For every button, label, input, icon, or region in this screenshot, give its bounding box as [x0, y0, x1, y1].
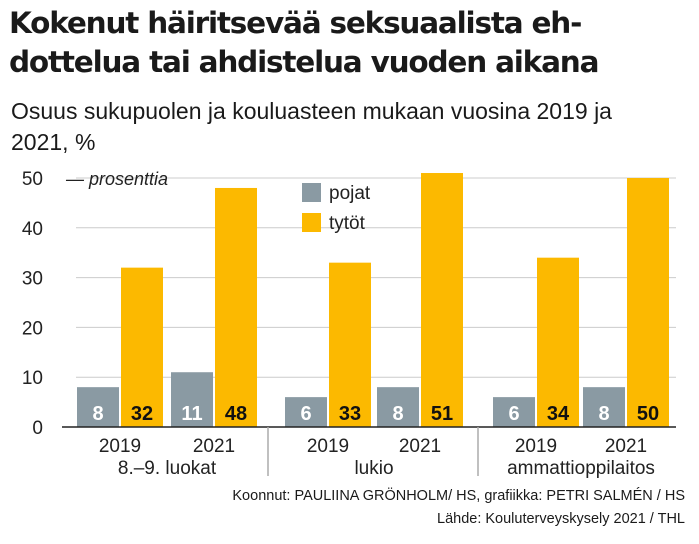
y-tick-label: 10 — [22, 368, 43, 389]
legend-swatch-pojat — [302, 183, 321, 202]
bar-tytot — [215, 187, 257, 427]
credit-compiled-by: Koonnut: PAULIINA GRÖNHOLM/ HS, grafiikk… — [232, 488, 685, 504]
y-tick-label: 40 — [22, 219, 43, 240]
bar-tytot — [421, 173, 463, 427]
bar-pojat — [171, 372, 213, 427]
y-tick-label: 50 — [22, 169, 43, 190]
data-label-tytot: 33 — [339, 403, 361, 425]
data-label-pojat: 8 — [92, 403, 103, 425]
x-tick-label: 2021 — [605, 436, 647, 457]
bar-pojat — [583, 387, 625, 427]
x-group-label: 8.–9. luokat — [118, 458, 217, 479]
bar-pojat — [377, 387, 419, 427]
bar-pojat — [493, 397, 535, 427]
x-group-label: lukio — [354, 458, 393, 479]
y-tick-label: 0 — [32, 418, 43, 439]
bar-tytot — [329, 262, 371, 427]
bar-tytot — [627, 178, 669, 427]
x-tick-label: 2021 — [193, 436, 235, 457]
legend-swatch-tytot — [302, 213, 321, 232]
chart-title: Kokenut häiritsevää seksuaalista eh-dott… — [9, 6, 600, 79]
legend-label-pojat: pojat — [329, 183, 371, 204]
x-group-label: ammattioppilaitos — [507, 458, 655, 479]
y-axis-unit-label: — prosenttia — [65, 169, 168, 189]
bar-pojat — [77, 387, 119, 427]
data-label-pojat: 8 — [598, 403, 609, 425]
y-tick-label: 20 — [22, 318, 43, 339]
x-tick-label: 2019 — [515, 436, 557, 457]
data-label-pojat: 8 — [392, 403, 403, 425]
data-label-tytot: 34 — [547, 403, 570, 425]
y-tick-label: 30 — [22, 269, 43, 290]
x-tick-label: 2021 — [399, 436, 441, 457]
x-tick-label: 2019 — [307, 436, 349, 457]
data-label-tytot: 51 — [431, 403, 453, 425]
x-tick-label: 2019 — [99, 436, 141, 457]
bar-pojat — [285, 397, 327, 427]
bar-tytot — [537, 257, 579, 427]
data-label-tytot: 50 — [637, 403, 659, 425]
data-label-tytot: 32 — [131, 403, 153, 425]
data-label-pojat: 6 — [300, 403, 311, 425]
credit-source: Lähde: Kouluterveyskysely 2021 / THL — [437, 511, 685, 527]
data-label-pojat: 6 — [508, 403, 519, 425]
data-label-pojat: 11 — [181, 403, 202, 425]
data-label-tytot: 48 — [225, 403, 247, 425]
legend-label-tytot: tytöt — [329, 213, 366, 234]
chart-subtitle: Osuus sukupuolen ja kouluasteen mukaan v… — [11, 98, 612, 155]
bar-tytot — [121, 267, 163, 427]
